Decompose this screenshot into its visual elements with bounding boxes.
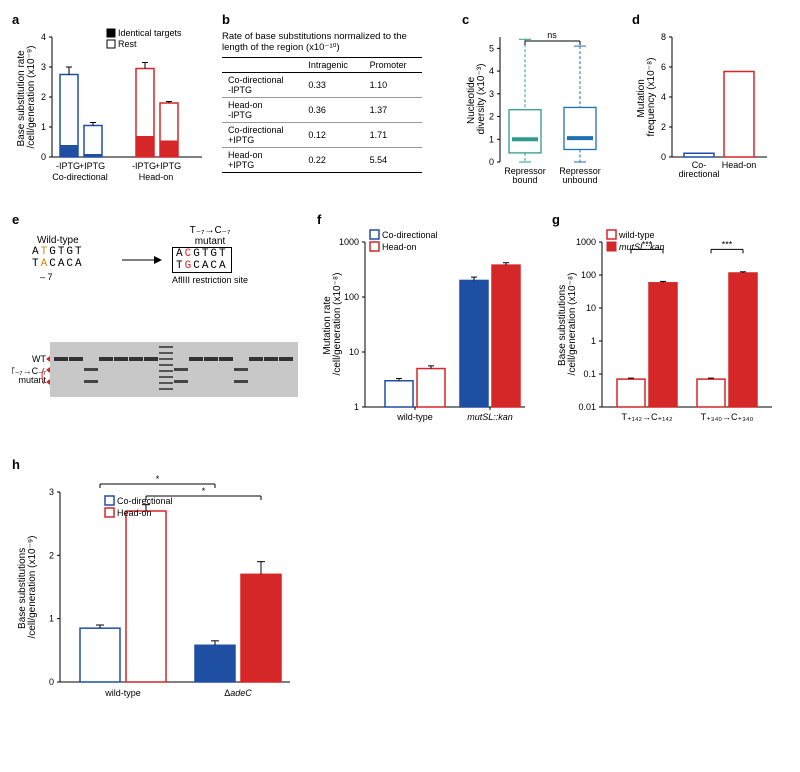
panel-h-chart: 0 1 2 3 Base substitutions /cell/generation… [12,472,312,722]
svg-text:2: 2 [661,122,666,132]
panel-d: d 0 2 4 6 8 Mutation frequency (x10⁻⁸) Co-di… [632,12,782,187]
panel-f-chart: 1 10 100 1000 Mutation rate /cell/generatio… [317,227,542,447]
panel-e-label: e [12,212,307,227]
panel-g: g 0.01 0.1 1 10 100 1000 Base substitutions /… [552,212,787,442]
panel-e: e Wild-type ATGTGT TACACA – 7 T₋₇→C₋₇ mu… [12,212,307,437]
svg-text:1000: 1000 [576,237,596,247]
svg-text:4: 4 [41,32,46,42]
legend-identical: Identical targets [118,28,182,38]
svg-text:1000: 1000 [339,237,359,247]
svg-text:Head-on: Head-on [722,160,757,170]
svg-text:Head-on: Head-on [139,172,174,182]
svg-text:1: 1 [591,336,596,346]
svg-text:3: 3 [41,62,46,72]
wt-seq-top: ATGTGT [32,246,84,258]
svg-text:*: * [156,474,160,484]
svg-text:0: 0 [41,152,46,162]
panel-f: f 1 10 100 1000 Mutation rate /cell/generat… [317,212,542,442]
svg-text:3: 3 [49,487,54,497]
panel-g-chart: 0.01 0.1 1 10 100 1000 Base substitutions /ce… [552,227,787,447]
panel-c-label: c [462,12,622,27]
svg-text:wild-type: wild-type [396,412,433,422]
svg-text:mutSL::kan: mutSL::kan [619,242,665,252]
svg-text:1: 1 [41,122,46,132]
svg-text:10: 10 [586,303,596,313]
mut-seq-top: ACGTGT [176,248,228,260]
panel-c-chart: 0 1 2 3 4 5 Nucleotide diversity (x10⁻³) Repr… [462,27,622,192]
mut-seq-bot: TGCACA [176,260,228,272]
svg-text:WT: WT [32,354,46,364]
svg-text:+IPTG: +IPTG [155,161,181,171]
svg-text:2: 2 [41,92,46,102]
panel-d-label: d [632,12,782,27]
svg-text:ΔadeC: ΔadeC [224,688,252,698]
svg-text:Co-directional: Co-directional [117,496,173,506]
panel-h-label: h [12,457,312,472]
svg-text:T₊₁₄₂→C₊₁₄₂: T₊₁₄₂→C₊₁₄₂ [622,412,673,422]
svg-text:Head-on: Head-on [382,242,417,252]
svg-text:wild-type: wild-type [618,230,655,240]
svg-text:*: * [202,486,206,496]
svg-text:0: 0 [49,677,54,687]
svg-text:+IPTG: +IPTG [79,161,105,171]
panel-a-ylabel: Base substitution rate /cell/generation … [16,46,37,149]
svg-text:Co-directional: Co-directional [52,172,108,182]
svg-text:5: 5 [489,43,494,53]
svg-text:***: *** [722,239,733,249]
panel-g-label: g [552,212,787,227]
svg-text:0.01: 0.01 [578,402,596,412]
svg-text:-IPTG: -IPTG [56,161,80,171]
panel-b: b Rate of base substitutions normalized … [222,12,452,173]
panel-f-label: f [317,212,542,227]
panel-a-chart: 0 1 2 3 4 Base substitution rate /cell/g… [12,27,212,192]
panel-a: a 0 1 2 3 4 Base substitution rate /cell… [12,12,212,187]
svg-text:Mutation rate /cell/ge: Mutation rate /cell/generation (x10⁻⁸) [322,273,343,376]
svg-text:100: 100 [344,292,359,302]
panel-h: h 0 1 2 3 Base substitutions /cell/generati… [12,457,312,717]
svg-text:0: 0 [489,157,494,167]
svg-text:wild-type: wild-type [104,688,141,698]
svg-text:0: 0 [661,152,666,162]
svg-text:4: 4 [489,66,494,76]
svg-text:Base substitutions /ce: Base substitutions /cell/generation (x10… [17,536,38,639]
svg-text:2: 2 [489,112,494,122]
figure: a 0 1 2 3 4 Base substitution rate /cell… [12,12,788,760]
svg-text:Nucleotide diversity (: Nucleotide diversity (x10⁻³) [466,64,487,135]
wt-seq-bot: TACACA [32,258,84,270]
panel-b-title: Rate of base substitutions normalized to… [222,31,432,53]
svg-text:Mutation frequency (x1: Mutation frequency (x10⁻⁸) [636,58,657,137]
svg-text:8: 8 [661,32,666,42]
svg-text:T₋₇→C₋₇mutant: T₋₇→C₋₇mutant [12,366,46,385]
gel-image: WT T₋₇→C₋₇mutant [12,332,307,412]
svg-text:1: 1 [49,614,54,624]
svg-text:mutSL::kan: mutSL::kan [467,412,513,422]
svg-text:Co-directional: Co-directional [382,230,438,240]
svg-text:T₊₃₄₀→C₊₃₄₀: T₊₃₄₀→C₊₃₄₀ [701,412,754,422]
svg-text:Co-directional: Co-directional [678,160,719,179]
panel-a-label: a [12,12,212,27]
panel-a-yticks: 0 1 2 3 4 [41,32,52,162]
panel-d-chart: 0 2 4 6 8 Mutation frequency (x10⁻⁸) Co-dire… [632,27,782,192]
legend-rest: Rest [118,39,137,49]
svg-text:ns: ns [547,30,557,40]
svg-text:0.1: 0.1 [583,369,596,379]
svg-text:Repressorunbound: Repressorunbound [559,166,601,185]
panel-c: c 0 1 2 3 4 5 Nucleotide diversity (x10⁻³) Re… [462,12,622,187]
svg-text:1: 1 [489,134,494,144]
panel-b-table: IntragenicPromoter Co-directional -IPTG0… [222,57,422,173]
svg-text:2: 2 [49,550,54,560]
svg-text:6: 6 [661,62,666,72]
svg-text:100: 100 [581,270,596,280]
svg-text:3: 3 [489,89,494,99]
svg-text:1: 1 [354,402,359,412]
svg-text:Head-on: Head-on [117,508,152,518]
svg-text:10: 10 [349,347,359,357]
svg-text:-IPTG: -IPTG [132,161,156,171]
svg-text:4: 4 [661,92,666,102]
panel-b-label: b [222,12,452,27]
svg-text:Base substitutions /ce: Base substitutions /cell/generation (x10… [557,273,578,376]
svg-text:Repressorbound: Repressorbound [504,166,546,185]
